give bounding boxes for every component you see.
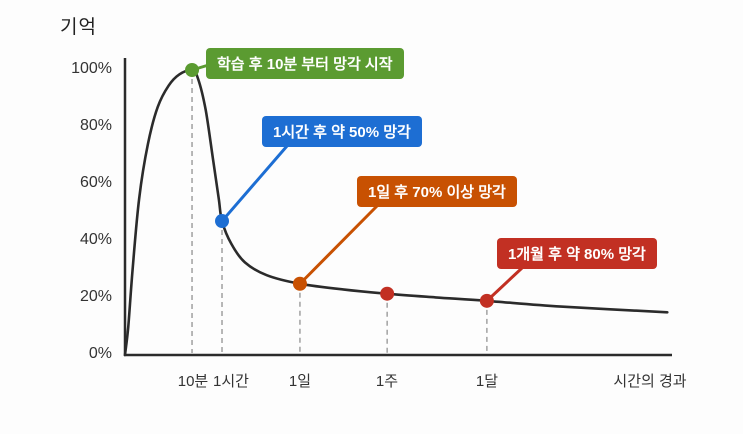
data-point-dot (292, 276, 307, 291)
data-point-dot (185, 63, 200, 77)
x-tick-1month: 1달 (475, 373, 499, 390)
y-tick-80: 80% (79, 117, 112, 134)
y-tick-60: 60% (79, 174, 112, 191)
annotation-connector-line (485, 266, 524, 303)
chart-dynamic-layer (123, 62, 669, 357)
x-tick-1week: 1주 (375, 373, 399, 390)
forgetting-curve-line (123, 68, 669, 357)
y-axis-title: 기억 (60, 17, 97, 38)
data-point-dot (215, 214, 230, 229)
y-tick-100: 100% (71, 60, 112, 77)
annotation-10min: 학습 후 10분 부터 망각 시작 (206, 48, 404, 79)
annotation-1month: 1개월 후 약 80% 망각 (497, 238, 657, 269)
x-tick-10min: 10분 (177, 373, 209, 390)
annotation-connector-line (298, 204, 379, 286)
annotation-1hour: 1시간 후 약 50% 망각 (262, 116, 422, 147)
y-tick-20: 20% (79, 288, 112, 305)
x-tick-1hour: 1시간 (213, 373, 249, 390)
x-tick-1day: 1일 (288, 373, 312, 390)
data-point-dot (479, 293, 494, 308)
annotation-1day: 1일 후 70% 이상 망각 (357, 176, 517, 207)
annotation-connector-line (220, 144, 289, 223)
y-tick-40: 40% (79, 231, 112, 248)
x-axis-title: 시간의 경과 (613, 373, 687, 390)
y-tick-0: 0% (88, 345, 112, 362)
data-point-dot (380, 286, 395, 301)
